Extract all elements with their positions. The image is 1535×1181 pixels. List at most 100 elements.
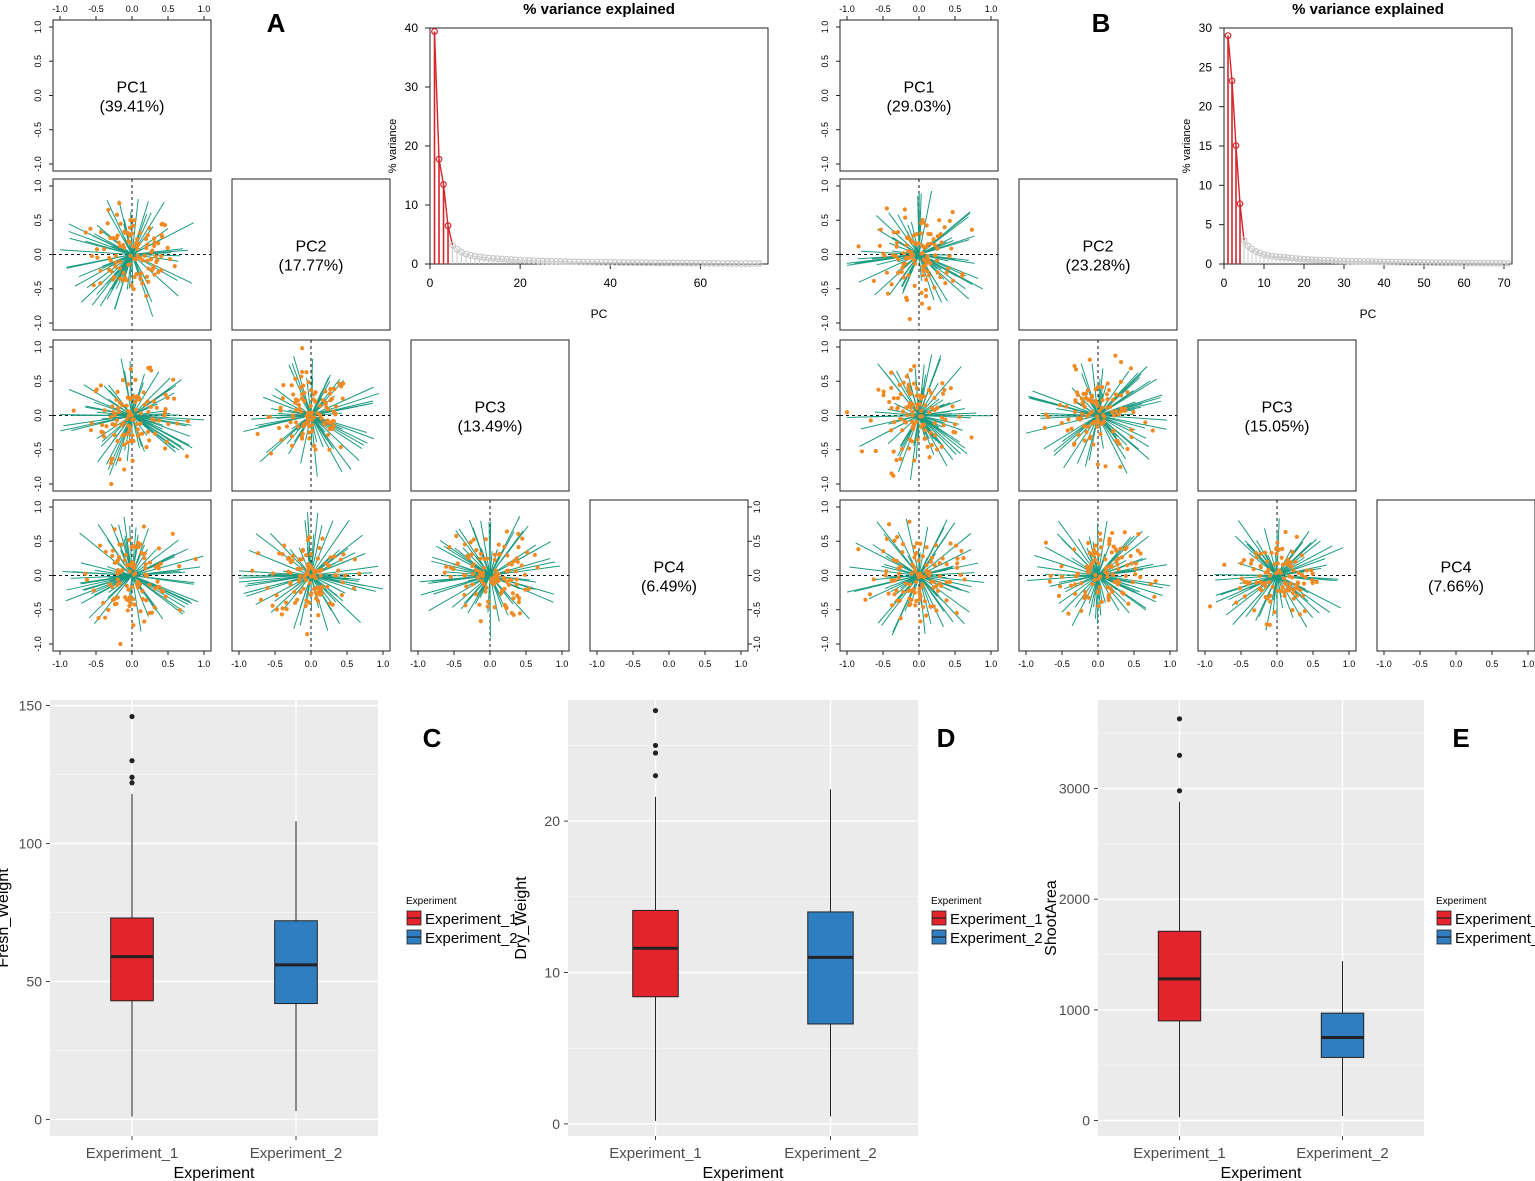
score-point: [1105, 574, 1110, 579]
scree-y-label: % variance: [1181, 119, 1193, 173]
loading-vector: [1245, 575, 1278, 618]
score-point: [304, 413, 309, 419]
score-point: [303, 578, 309, 583]
score-point: [279, 437, 284, 443]
score-point: [917, 586, 922, 591]
score-point: [881, 549, 886, 554]
score-point: [131, 438, 136, 444]
score-point: [889, 406, 894, 411]
pair-cell-frame: [839, 19, 999, 172]
score-point: [172, 264, 177, 269]
score-point: [462, 542, 468, 547]
score-point: [492, 605, 497, 610]
score-point: [909, 249, 914, 255]
score-point: [164, 439, 169, 444]
loading-vector: [1037, 566, 1099, 576]
pair-cell-frame: [410, 339, 570, 492]
top-axis-tick-label: 0.5: [162, 4, 175, 14]
score-point: [1066, 611, 1071, 616]
score-point: [483, 537, 488, 542]
score-point: [305, 417, 310, 422]
loading-vector: [1097, 556, 1100, 576]
score-point: [298, 409, 304, 414]
loading-vector: [489, 565, 561, 576]
score-point: [1254, 555, 1259, 560]
x-axis-title: Experiment: [1221, 1165, 1302, 1181]
score-point: [332, 573, 338, 578]
score-point: [117, 400, 123, 405]
score-point: [901, 409, 906, 414]
score-point: [1082, 596, 1087, 601]
score-point: [308, 552, 313, 557]
score-point: [1270, 584, 1275, 590]
score-point: [147, 582, 152, 588]
pc-variance-label: (6.49%): [641, 579, 697, 596]
left-axis-tick-label: 0.0: [820, 409, 830, 422]
x-axis-title: Experiment: [703, 1165, 784, 1181]
score-point: [1097, 531, 1103, 536]
score-point: [1275, 588, 1280, 594]
score-point: [116, 240, 121, 245]
score-point: [907, 582, 912, 587]
right-axis-tick-label: -1.0: [752, 636, 762, 652]
score-point: [115, 577, 120, 582]
left-axis-tick-label: 1.0: [33, 21, 43, 34]
score-point: [900, 446, 905, 452]
score-point: [146, 279, 151, 284]
y-axis-tick-label: 2000: [1059, 891, 1090, 907]
score-point: [871, 577, 876, 582]
score-point: [141, 524, 147, 529]
y-axis-title: Dry_Weight: [513, 876, 530, 960]
score-point: [478, 619, 483, 624]
score-point: [474, 547, 479, 553]
score-point: [900, 550, 905, 555]
loading-vector: [243, 415, 312, 432]
score-point: [83, 571, 88, 576]
score-point: [276, 425, 282, 431]
loading-vector: [460, 575, 491, 610]
score-point: [942, 225, 947, 230]
plot-panel-background: [568, 700, 918, 1136]
loading-vector: [452, 575, 491, 608]
panel-label-b: B: [1092, 8, 1111, 38]
score-point: [283, 600, 289, 605]
score-point: [100, 430, 106, 435]
score-point: [146, 409, 151, 414]
score-point: [305, 538, 310, 543]
score-point: [958, 572, 963, 578]
score-point: [900, 428, 905, 433]
score-point: [157, 584, 162, 590]
score-point: [317, 545, 322, 551]
bottom-axis-tick-label: 0.0: [126, 659, 139, 669]
score-point: [184, 454, 189, 459]
score-point: [109, 460, 114, 465]
score-point: [114, 212, 120, 217]
score-point: [444, 564, 449, 569]
y-axis-tick-label: 150: [19, 698, 43, 714]
score-point: [303, 603, 308, 609]
score-point: [889, 282, 894, 287]
score-point: [955, 561, 960, 566]
score-point: [270, 603, 275, 608]
score-point: [935, 405, 940, 410]
score-point: [1087, 357, 1092, 362]
score-point: [323, 389, 328, 394]
scree-connector: [442, 184, 449, 226]
score-point: [1274, 570, 1279, 576]
score-point: [1104, 392, 1110, 397]
score-point: [1287, 574, 1292, 579]
score-point: [131, 394, 136, 399]
score-point: [891, 449, 896, 454]
score-point: [941, 423, 946, 428]
score-point: [479, 578, 484, 583]
score-point: [901, 380, 906, 385]
score-point: [71, 408, 76, 413]
score-point: [131, 623, 136, 628]
score-point: [300, 548, 305, 553]
loading-vector: [131, 395, 137, 416]
score-point: [127, 240, 132, 245]
score-point: [270, 571, 276, 576]
score-point: [289, 434, 295, 439]
score-point: [1285, 557, 1290, 562]
